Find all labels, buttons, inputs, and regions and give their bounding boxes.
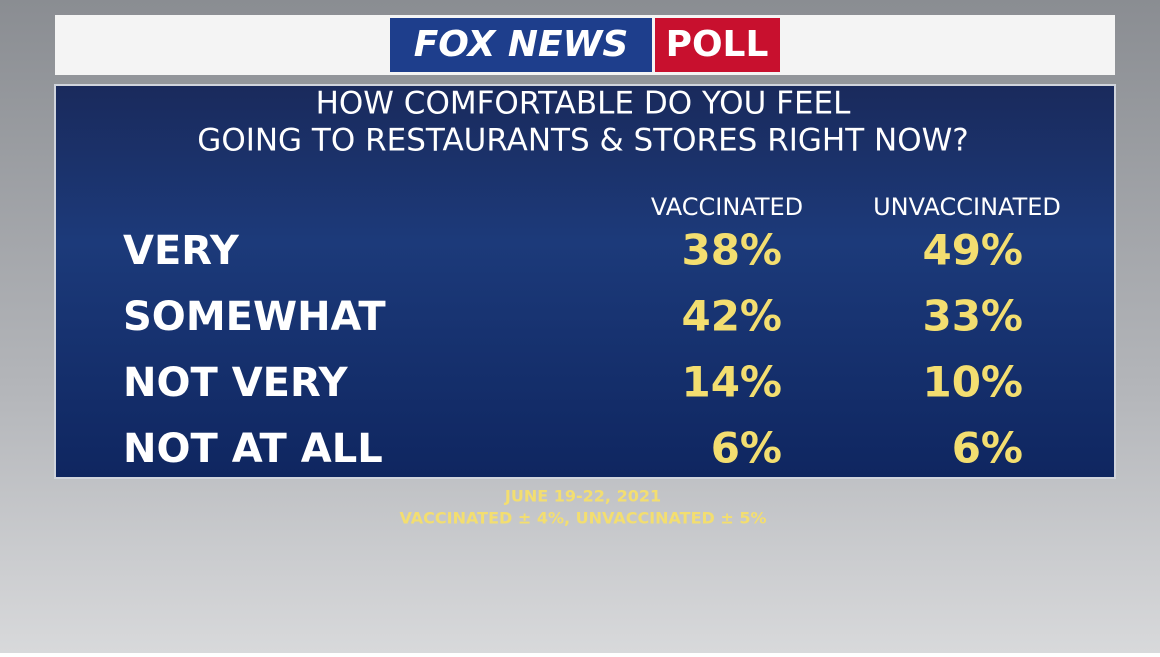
logo-brand-box <box>390 18 652 72</box>
logo-badge: POLL <box>666 24 769 65</box>
cell-value: 33% <box>922 292 1023 341</box>
logo-badge-box <box>655 18 780 72</box>
row-label: NOT VERY <box>123 360 349 406</box>
row-label: SOMEWHAT <box>123 294 386 340</box>
panel <box>54 84 1116 479</box>
title-line: HOW COMFORTABLE DO YOU FEEL <box>316 86 852 122</box>
row-label: NOT AT ALL <box>123 426 383 472</box>
cell-value: 42% <box>681 292 782 341</box>
cell-value: 6% <box>952 424 1023 473</box>
column-header: VACCINATED <box>651 193 803 221</box>
logo-brand: FOX NEWS <box>414 24 629 65</box>
table: VACCINATED UNVACCINATED VERY 38% 49% SOMEWHAT… <box>123 193 1061 473</box>
footer-line: JUNE 19-22, 2021 <box>504 487 661 506</box>
cell-value: 38% <box>681 226 782 275</box>
cell-value: 6% <box>711 424 782 473</box>
cell-value: 49% <box>922 226 1023 275</box>
row-label: VERY <box>123 228 240 274</box>
title-line: GOING TO RESTAURANTS & STORES RIGHT NOW? <box>197 123 968 159</box>
footer-line: VACCINATED ± 4%, UNVACCINATED ± 5% <box>400 509 767 528</box>
column-header: UNVACCINATED <box>873 193 1061 221</box>
cell-value: 10% <box>922 358 1023 407</box>
cell-value: 14% <box>681 358 782 407</box>
